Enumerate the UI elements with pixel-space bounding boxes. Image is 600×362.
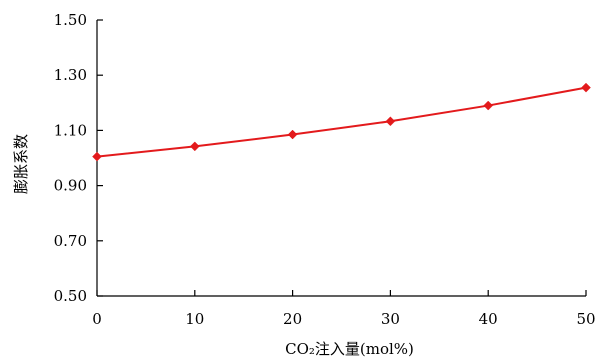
y-ticks: 0.50 0.70 0.90 1.10 1.30 1.50: [54, 11, 103, 305]
data-point-marker: [385, 116, 396, 127]
y-tick-label: 0.50: [54, 287, 87, 305]
y-axis-title: 膨胀系数: [12, 134, 30, 194]
x-ticks: 0 10 20 30 40 50: [92, 290, 596, 328]
data-point-marker: [189, 141, 200, 152]
y-tick-label: 1.50: [54, 11, 87, 29]
y-tick-label: 0.70: [54, 232, 87, 250]
y-tick-label: 1.10: [54, 121, 87, 139]
x-tick-label: 0: [92, 310, 102, 328]
data-point-marker: [483, 100, 494, 111]
series-layer: [92, 82, 591, 162]
axes: [96, 20, 586, 297]
x-tick-label: 50: [576, 310, 595, 328]
data-point-marker: [581, 82, 591, 93]
y-tick-label: 0.90: [54, 177, 87, 195]
series-line: [96, 86, 587, 158]
x-tick-label: 20: [283, 310, 302, 328]
data-point-marker: [92, 151, 102, 162]
x-axis-title: CO₂注入量(mol%): [285, 340, 414, 358]
x-tick-label: 40: [479, 310, 498, 328]
data-point-marker: [287, 129, 298, 140]
y-tick-label: 1.30: [54, 66, 87, 84]
x-tick-label: 10: [185, 310, 204, 328]
x-tick-label: 30: [381, 310, 400, 328]
